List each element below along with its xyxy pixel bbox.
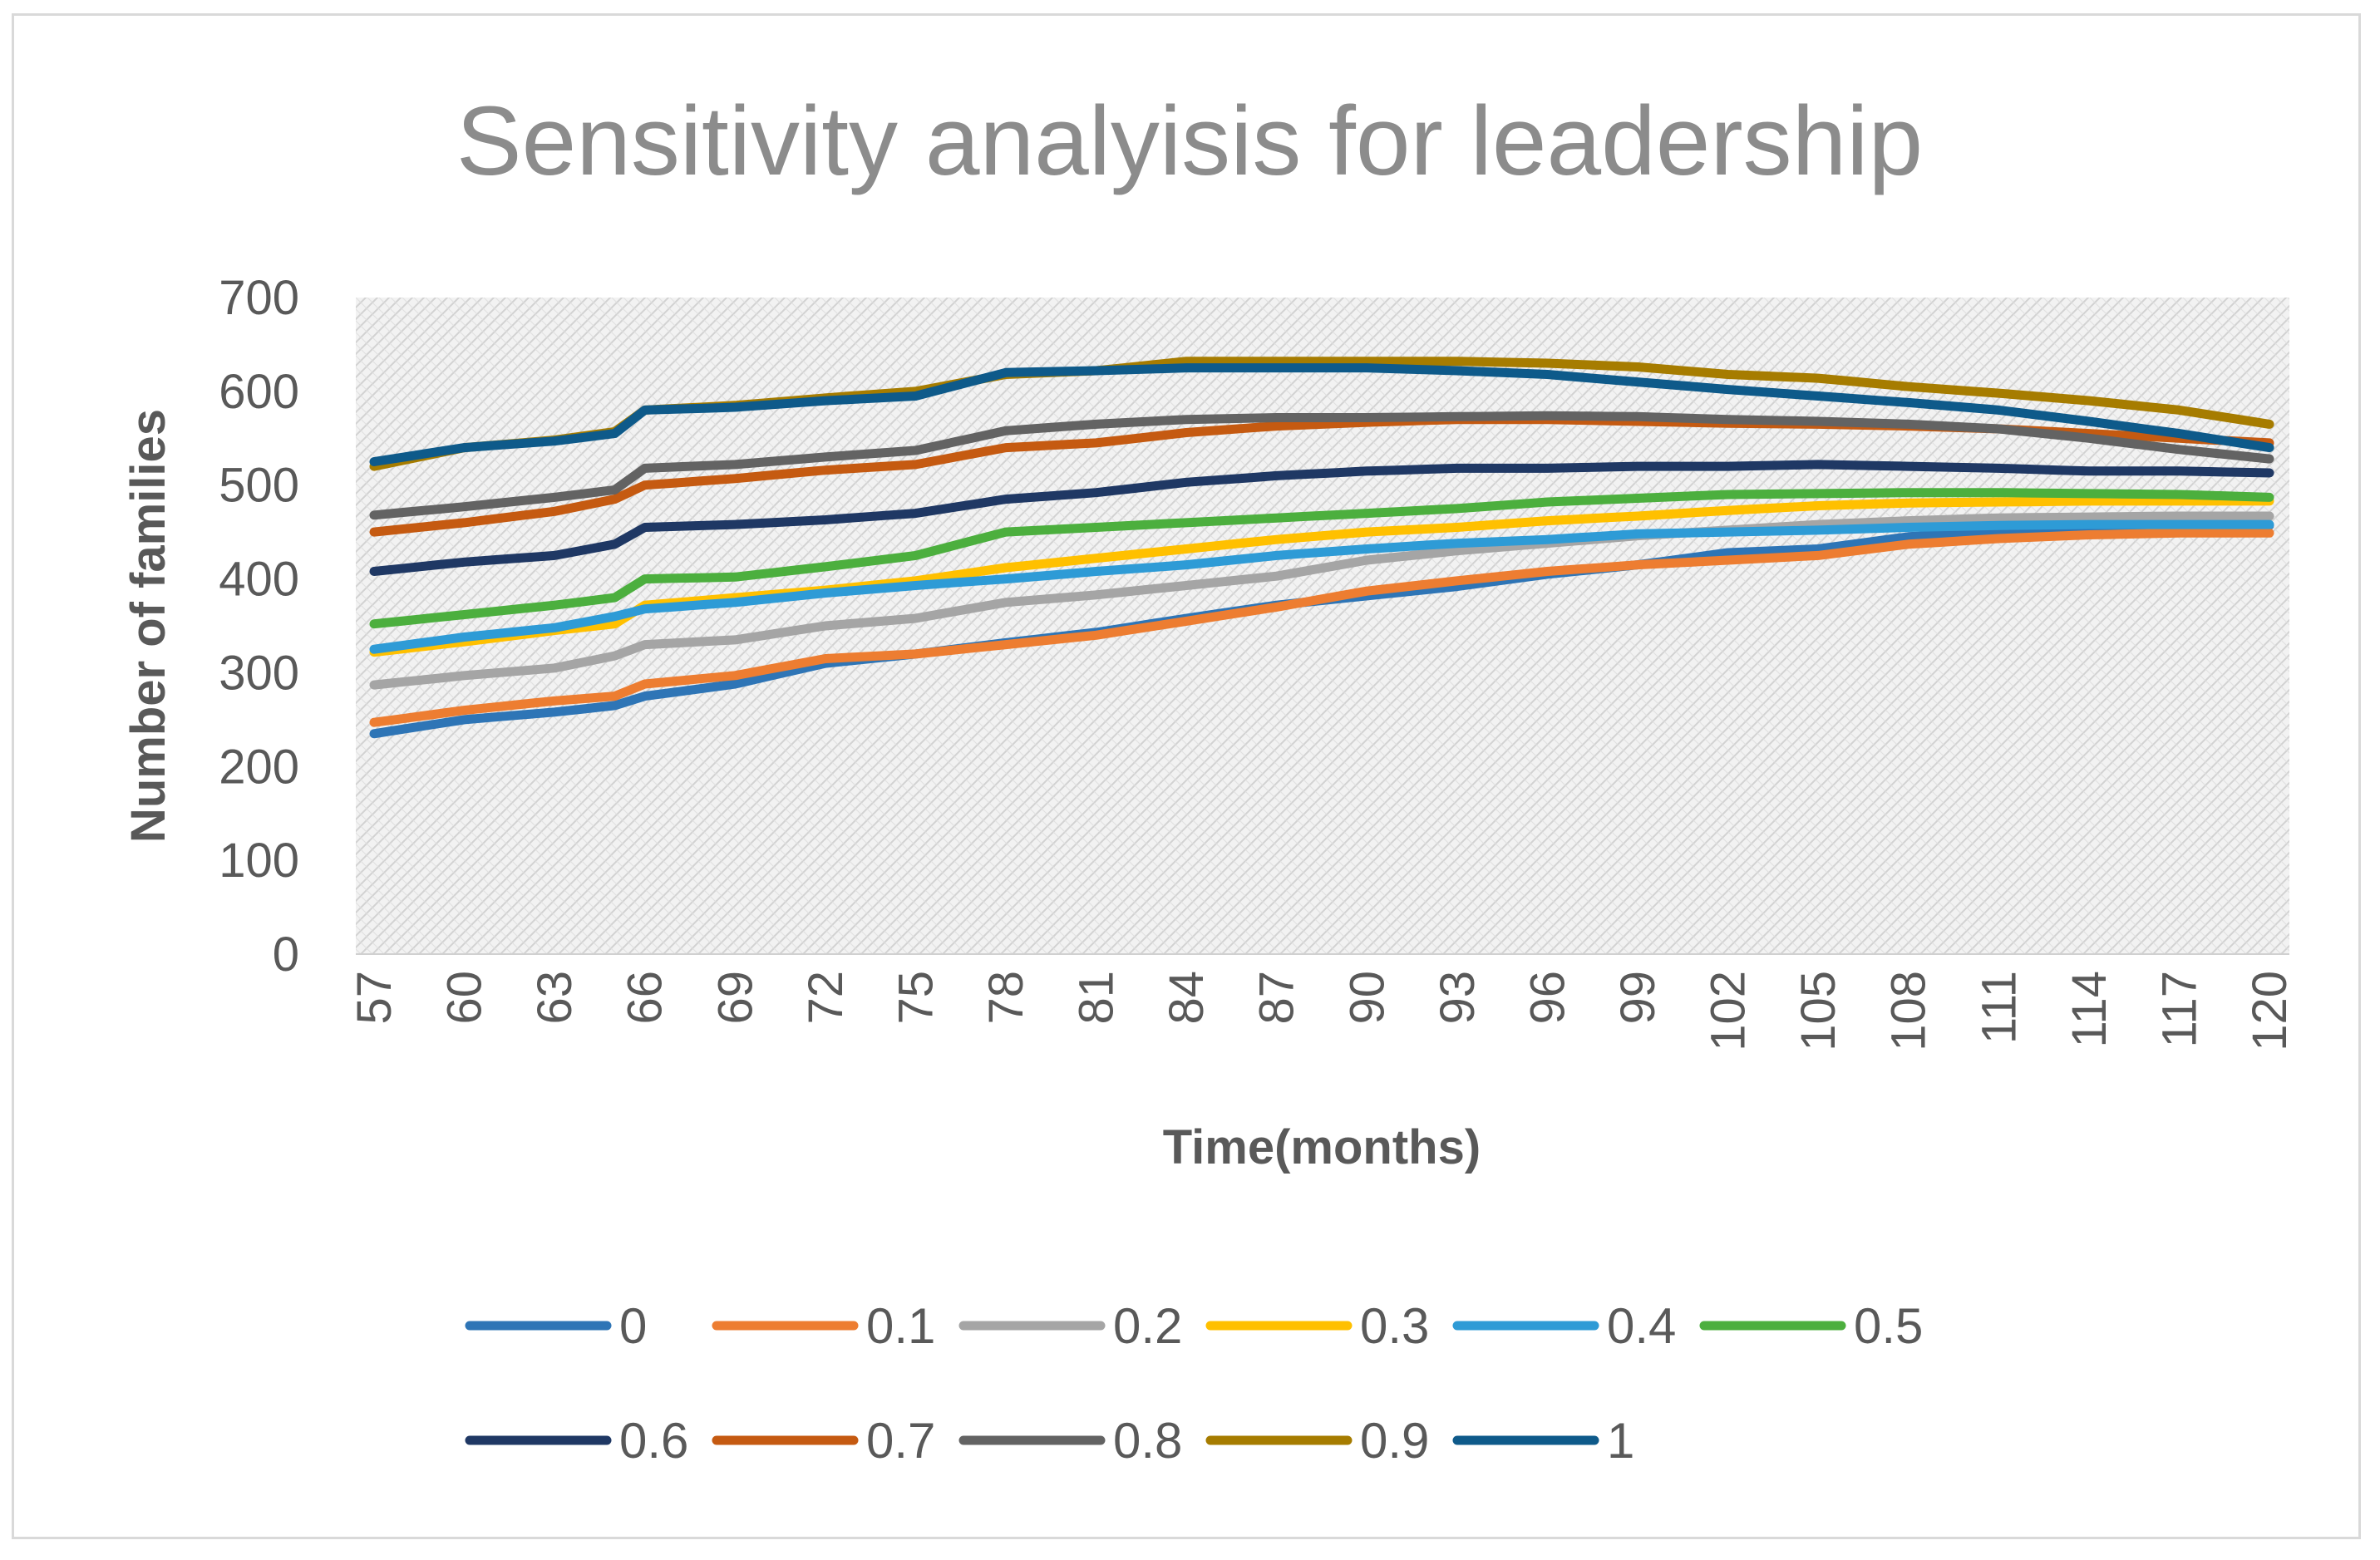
x-tick-label: 90 bbox=[1340, 971, 1394, 1025]
x-tick-label: 57 bbox=[347, 971, 402, 1025]
legend-label: 0.4 bbox=[1607, 1298, 1676, 1354]
series-line-0-5 bbox=[369, 488, 2274, 629]
series-line-0-2 bbox=[369, 511, 2274, 690]
y-tick-label: 400 bbox=[219, 553, 299, 607]
x-tick-label: 69 bbox=[708, 971, 762, 1025]
legend-label: 0.3 bbox=[1360, 1298, 1429, 1354]
y-tick-label: 300 bbox=[219, 646, 299, 700]
x-tick-label: 63 bbox=[528, 971, 582, 1025]
x-tick-label: 114 bbox=[2062, 971, 2116, 1047]
legend-label: 0.6 bbox=[619, 1413, 688, 1469]
x-tick-label: 72 bbox=[799, 971, 853, 1025]
legend-label: 0 bbox=[619, 1298, 647, 1354]
y-tick-label: 0 bbox=[273, 928, 299, 982]
x-tick-label: 60 bbox=[438, 971, 492, 1025]
x-tick-label: 66 bbox=[618, 971, 673, 1025]
x-tick-label: 105 bbox=[1791, 971, 1845, 1051]
x-tick-label: 117 bbox=[2152, 971, 2206, 1047]
series-lines bbox=[369, 357, 2274, 739]
y-tick-label: 600 bbox=[219, 365, 299, 419]
x-tick-label: 93 bbox=[1431, 971, 1485, 1025]
x-tick-label: 108 bbox=[1882, 971, 1936, 1051]
x-tick-label: 99 bbox=[1611, 971, 1665, 1025]
legend: 0 0.1 0.2 0.3 0.4 0.5 0.6 0.7 0.8 0.9 1 bbox=[465, 1298, 1923, 1469]
legend-label: 0.8 bbox=[1113, 1413, 1182, 1469]
series-line-0-1 bbox=[369, 528, 2274, 727]
x-tick-label: 84 bbox=[1160, 971, 1214, 1025]
x-tick-label: 87 bbox=[1250, 971, 1304, 1025]
x-tick-label: 111 bbox=[1972, 971, 2026, 1044]
legend-label: 0.2 bbox=[1113, 1298, 1182, 1354]
legend-label: 1 bbox=[1607, 1413, 1634, 1469]
x-axis-ticks: 57 60 63 66 69 72 75 78 81 84 87 90 93 96 99 102 105 108 1… bbox=[347, 971, 2297, 1051]
series-line-0-4 bbox=[369, 519, 2274, 654]
y-tick-label: 200 bbox=[219, 740, 299, 794]
y-axis-ticks: 0 100 200 300 400 500 600 700 bbox=[219, 271, 299, 982]
legend-label: 0.7 bbox=[866, 1413, 935, 1469]
series-line-0-6 bbox=[369, 460, 2274, 576]
legend-label: 0.9 bbox=[1360, 1413, 1429, 1469]
legend-label: 0.5 bbox=[1854, 1298, 1923, 1354]
x-tick-label: 102 bbox=[1702, 971, 1756, 1051]
y-tick-label: 100 bbox=[219, 834, 299, 888]
x-tick-label: 75 bbox=[889, 971, 943, 1025]
y-axis-title: Number of families bbox=[121, 409, 175, 843]
series-line-0-8 bbox=[369, 411, 2274, 520]
x-tick-label: 78 bbox=[979, 971, 1033, 1025]
y-tick-label: 500 bbox=[219, 459, 299, 513]
x-tick-label: 120 bbox=[2243, 971, 2297, 1051]
x-axis-title: Time(months) bbox=[1163, 1120, 1481, 1174]
chart-title: Sensitivity analyisis for leadership bbox=[456, 86, 1923, 196]
x-tick-label: 81 bbox=[1070, 971, 1124, 1025]
x-tick-label: 96 bbox=[1520, 971, 1574, 1025]
series-line-1 bbox=[369, 363, 2274, 466]
legend-label: 0.1 bbox=[866, 1298, 935, 1354]
y-tick-label: 700 bbox=[219, 271, 299, 325]
